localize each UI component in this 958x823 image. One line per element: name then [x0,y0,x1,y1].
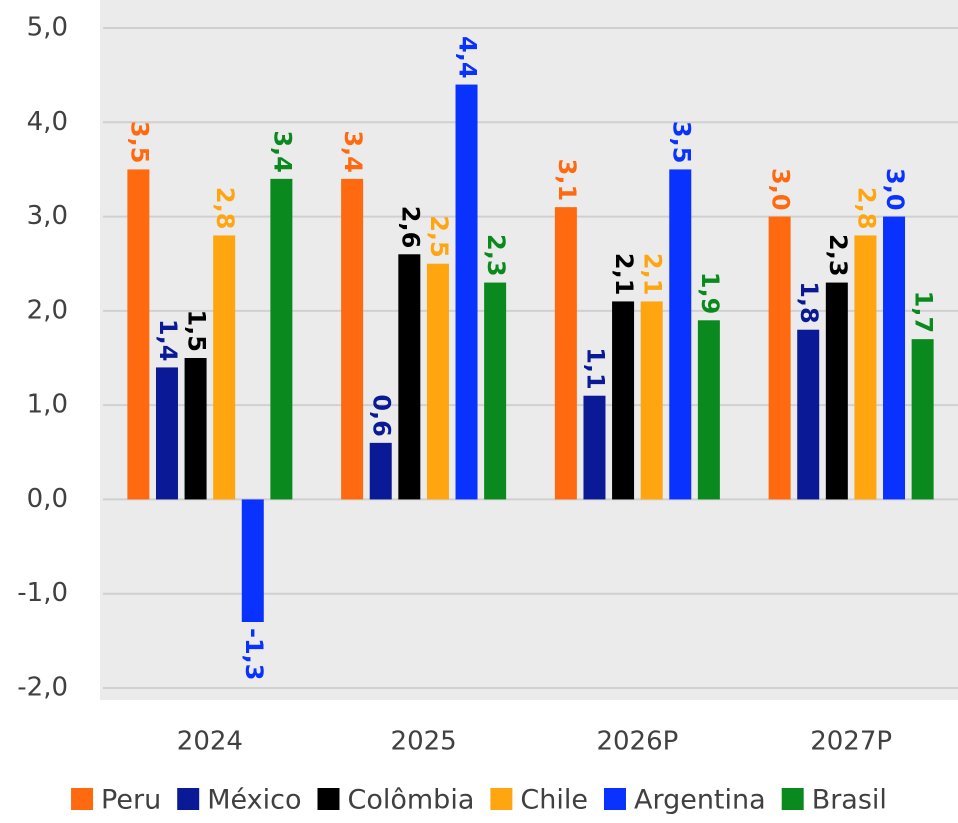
x-tick-label: 2026P [596,727,678,757]
data-label: 2,8 [211,187,239,230]
y-tick-label: 0,0 [27,484,68,514]
data-label: 2,6 [396,206,424,249]
legend-label: Argentina [634,785,766,816]
data-label: 3,0 [881,168,909,211]
data-label: 3,5 [125,121,153,164]
y-tick-label: 2,0 [27,295,68,325]
y-tick-label: 1,0 [27,390,68,420]
data-label: 1,4 [154,319,182,362]
bar [184,358,207,500]
x-tick-label: 2027P [810,727,892,757]
bar [612,301,635,500]
legend-label: México [207,785,301,816]
bar [127,169,150,500]
data-label: 1,7 [910,291,938,334]
data-label: 3,4 [339,130,367,173]
bar [883,216,906,500]
x-tick-label: 2024 [177,727,243,757]
data-label: 1,8 [795,281,823,324]
bar [484,282,507,500]
data-label: 2,5 [425,215,453,258]
legend-swatch [177,788,200,810]
legend-label: Colômbia [347,785,474,816]
data-label: 2,3 [824,234,852,277]
data-label: 2,3 [482,234,510,277]
data-label: 2,8 [852,187,880,230]
legend-swatch [603,788,626,810]
data-label: 0,6 [368,394,396,437]
legend-label: Brasil [812,785,887,816]
data-label: 2,1 [639,253,667,296]
bar [341,178,364,500]
data-label: 1,1 [581,347,609,390]
bar [554,207,577,500]
bar [854,235,877,500]
data-label: 1,9 [696,272,724,315]
bar [398,254,421,500]
bar [369,442,392,500]
data-label: 2,1 [610,253,638,296]
bar [426,263,449,500]
x-tick-label: 2025 [391,727,457,757]
legend-label: Peru [101,785,161,816]
bar [270,178,293,500]
bar [241,499,264,622]
data-label: 3,5 [667,121,695,164]
bar [768,216,791,500]
legend-label: Chile [520,785,588,816]
data-label: 3,1 [553,159,581,202]
y-tick-label: -1,0 [17,578,68,608]
data-label: 3,0 [767,168,795,211]
bar [455,84,478,500]
y-tick-label: 5,0 [27,13,68,43]
bar [911,339,934,500]
legend-swatch [317,788,340,810]
y-tick-label: 4,0 [27,107,68,137]
data-label: -1,3 [240,628,268,680]
bar [213,235,236,500]
y-tick-label: -2,0 [17,673,68,703]
data-label: 4,4 [454,36,482,79]
bar [640,301,663,500]
data-label: 1,5 [183,309,211,352]
bar [697,320,720,500]
legend-swatch [71,788,94,810]
legend-swatch [781,788,804,810]
bar [825,282,848,500]
bar [155,367,178,500]
bar [797,329,820,500]
legend-swatch [490,788,513,810]
y-tick-label: 3,0 [27,201,68,231]
bar [583,395,606,500]
data-label: 3,4 [268,130,296,173]
bar [669,169,692,500]
